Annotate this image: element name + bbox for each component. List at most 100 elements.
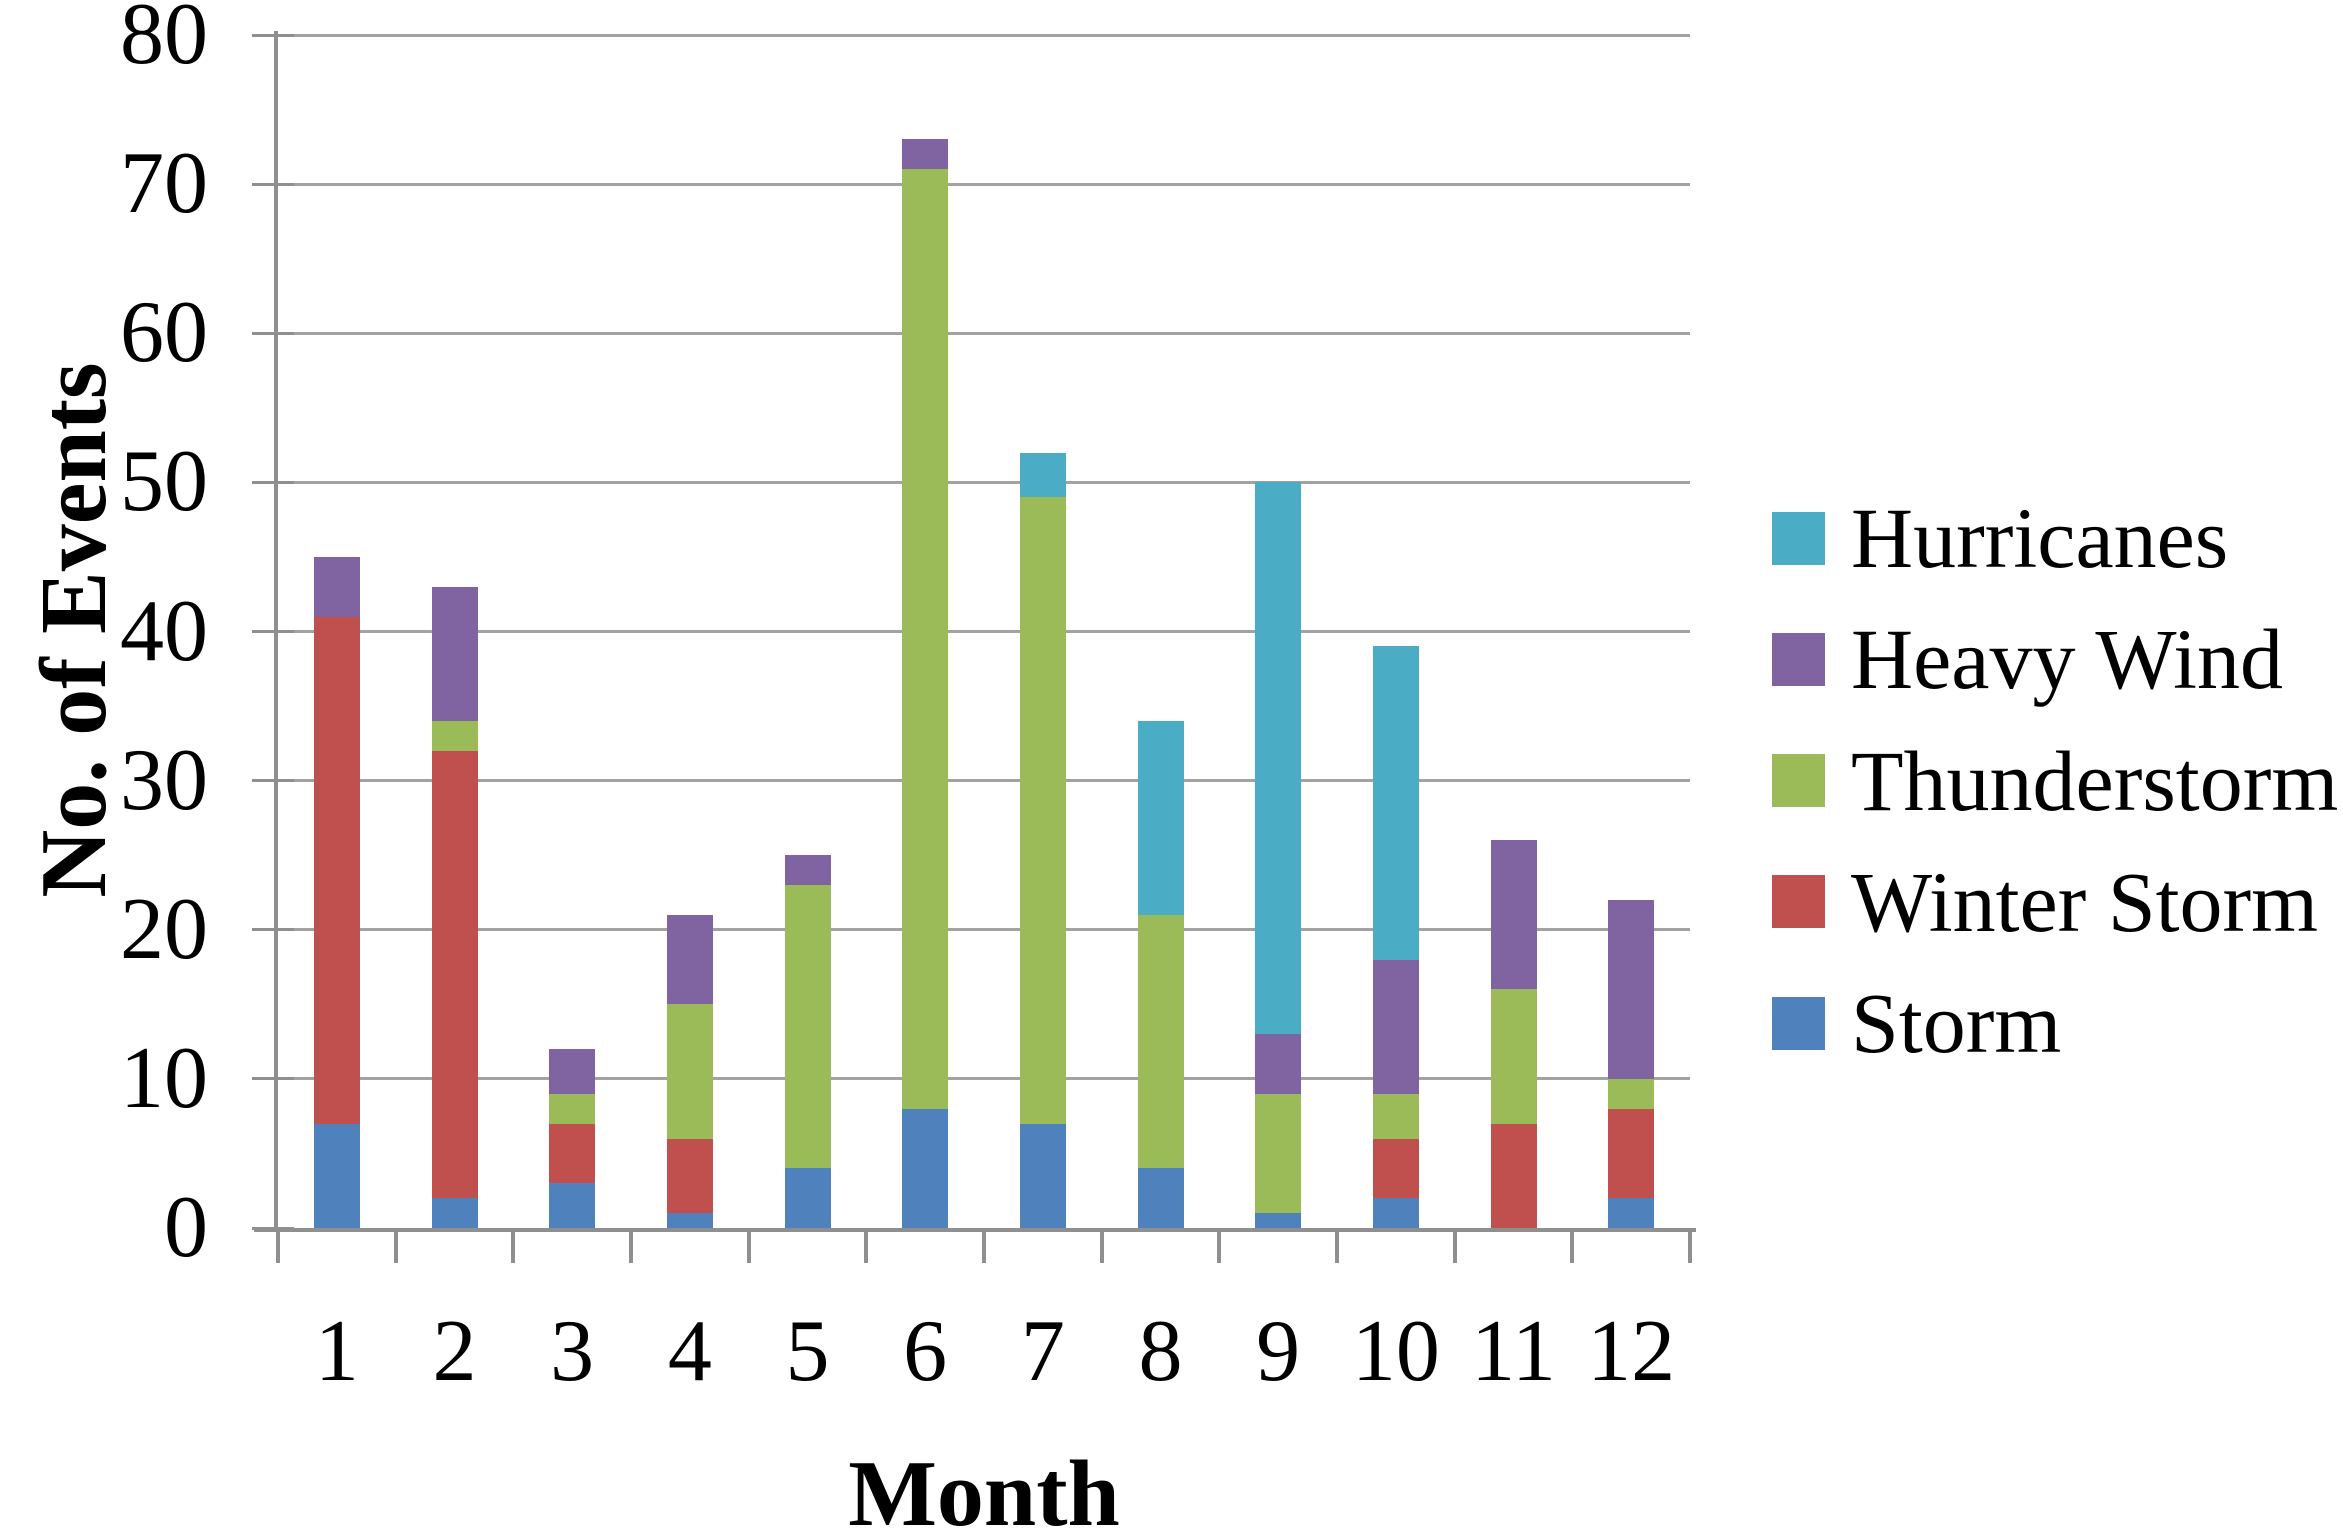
gridline-y-70: [278, 182, 1690, 186]
legend-label: Heavy Wind: [1851, 611, 2284, 708]
bar-month-11-segment-thunderstorm: [1490, 989, 1537, 1124]
bar-month-11-segment-winter-storm: [1490, 1123, 1537, 1228]
bar-month-1-segment-heavy-wind: [313, 556, 360, 617]
y-tick-label-10: 10: [120, 1029, 208, 1127]
bar-month-9-segment-thunderstorm: [1255, 1093, 1302, 1214]
legend-item-thunderstorm: Thunderstorm: [1772, 731, 2338, 831]
bar-month-2-segment-storm: [431, 1198, 478, 1228]
legend-item-heavy-wind: Heavy Wind: [1772, 609, 2283, 709]
x-tick-label-11: 11: [1471, 1303, 1556, 1400]
bar-month-1-segment-winter-storm: [313, 616, 360, 1124]
bar-month-12-segment-thunderstorm: [1608, 1078, 1655, 1109]
y-tick-20: [252, 928, 294, 932]
x-tick-label-12: 12: [1587, 1303, 1676, 1400]
bar-month-10-segment-hurricanes: [1372, 646, 1419, 960]
bar-month-7-segment-thunderstorm: [1019, 497, 1066, 1124]
bar-month-3-segment-heavy-wind: [549, 1049, 596, 1094]
bar-month-4-segment-winter-storm: [666, 1138, 713, 1214]
bar-month-8-segment-storm: [1137, 1168, 1184, 1228]
bar-month-6-segment-thunderstorm: [902, 169, 949, 1109]
x-tick-label-3: 3: [550, 1303, 595, 1400]
bar-month-5-segment-storm: [784, 1168, 831, 1228]
x-tick-1: [393, 1231, 398, 1263]
bar-month-11-segment-heavy-wind: [1490, 840, 1537, 990]
bar-month-10-segment-winter-storm: [1372, 1138, 1419, 1199]
y-tick-label-70: 70: [120, 135, 208, 233]
x-tick-10: [1452, 1231, 1457, 1263]
legend-label: Thunderstorm: [1851, 732, 2339, 829]
y-tick-50: [252, 480, 294, 484]
bar-month-12-segment-storm: [1608, 1198, 1655, 1228]
y-tick-label-0: 0: [164, 1179, 208, 1276]
bar-month-4-segment-thunderstorm: [666, 1004, 713, 1139]
legend-label: Winter Storm: [1851, 853, 2319, 950]
bar-month-7-segment-storm: [1019, 1123, 1066, 1228]
x-tick-11: [1570, 1231, 1575, 1263]
bar-month-9-segment-heavy-wind: [1255, 1034, 1302, 1094]
x-tick-12: [1688, 1231, 1692, 1263]
bar-month-10-segment-storm: [1372, 1198, 1419, 1228]
y-tick-40: [252, 630, 294, 633]
legend-swatch-thunderstorm: [1772, 754, 1825, 808]
bar-month-3-segment-storm: [549, 1183, 596, 1228]
bar-month-1-segment-storm: [313, 1123, 360, 1228]
plot-area: [278, 33, 1690, 1228]
x-tick-4: [746, 1231, 751, 1263]
bar-month-10-segment-thunderstorm: [1372, 1093, 1419, 1139]
x-tick-label-4: 4: [667, 1303, 712, 1400]
x-tick-label-10: 10: [1351, 1303, 1440, 1400]
bar-month-12-segment-winter-storm: [1608, 1108, 1655, 1199]
legend-item-storm: Storm: [1772, 973, 2061, 1073]
bar-month-6-segment-storm: [902, 1108, 949, 1228]
x-tick-0: [276, 1231, 280, 1263]
y-tick-label-60: 60: [120, 284, 208, 382]
x-tick-3: [629, 1231, 633, 1263]
y-tick-10: [252, 1077, 294, 1081]
bar-month-6-segment-heavy-wind: [902, 139, 949, 170]
legend-item-winter-storm: Winter Storm: [1772, 852, 2318, 952]
x-tick-label-2: 2: [432, 1303, 477, 1400]
gridline-y-20: [278, 928, 1690, 932]
bar-month-9-segment-hurricanes: [1255, 482, 1302, 1035]
x-tick-label-5: 5: [785, 1303, 830, 1400]
y-tick-0: [252, 1226, 294, 1230]
bar-month-3-segment-winter-storm: [549, 1123, 596, 1184]
x-axis-line: [254, 1228, 1696, 1232]
bar-month-2-segment-thunderstorm: [431, 721, 478, 751]
bar-month-4-segment-heavy-wind: [666, 914, 713, 1005]
bar-month-2-segment-winter-storm: [431, 750, 478, 1199]
gridline-y-80: [278, 33, 1690, 37]
x-tick-label-9: 9: [1256, 1303, 1301, 1400]
legend-label: Hurricanes: [1851, 490, 2229, 586]
y-tick-label-40: 40: [120, 582, 208, 680]
bar-month-8-segment-thunderstorm: [1137, 914, 1184, 1169]
legend-label: Storm: [1851, 975, 2062, 1072]
bar-month-3-segment-thunderstorm: [549, 1093, 596, 1124]
bar-month-4-segment-storm: [666, 1213, 713, 1228]
bar-month-12-segment-heavy-wind: [1608, 899, 1655, 1079]
gridline-y-40: [278, 630, 1690, 633]
bar-month-7-segment-hurricanes: [1019, 452, 1066, 498]
x-tick-5: [864, 1231, 869, 1263]
bar-month-9-segment-storm: [1255, 1213, 1302, 1228]
x-tick-label-8: 8: [1138, 1303, 1183, 1400]
bar-month-5-segment-thunderstorm: [784, 885, 831, 1169]
y-tick-label-30: 30: [120, 731, 208, 829]
x-tick-9: [1335, 1231, 1339, 1263]
y-tick-label-20: 20: [120, 880, 208, 978]
legend-swatch-winter-storm: [1772, 875, 1825, 929]
gridline-y-30: [278, 779, 1690, 783]
x-axis-title: Month: [848, 1442, 1120, 1533]
y-tick-label-50: 50: [120, 433, 208, 531]
bar-month-2-segment-heavy-wind: [431, 586, 478, 721]
gridline-y-50: [278, 480, 1690, 484]
x-tick-label-6: 6: [903, 1303, 948, 1400]
legend-item-hurricanes: Hurricanes: [1772, 488, 2228, 588]
y-tick-30: [252, 779, 294, 783]
legend-swatch-storm: [1772, 996, 1825, 1050]
legend-swatch-heavy-wind: [1772, 632, 1825, 686]
y-tick-70: [252, 182, 294, 186]
x-tick-8: [1217, 1231, 1222, 1263]
x-tick-label-7: 7: [1020, 1303, 1065, 1400]
